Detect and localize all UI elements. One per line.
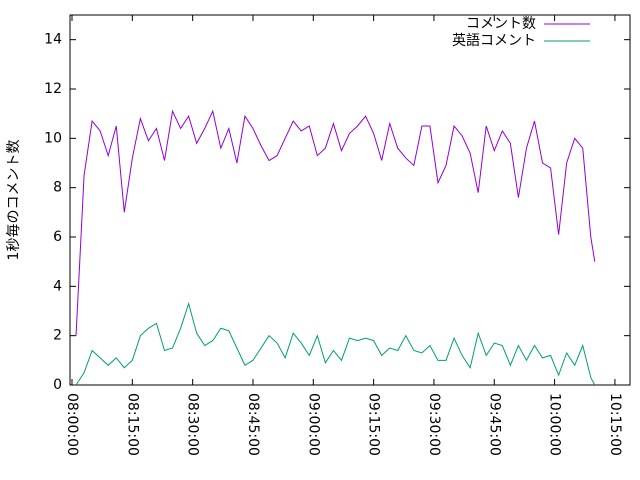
legend-label: コメント数 (466, 16, 536, 32)
y-tick-label: 6 (53, 229, 62, 245)
y-tick-label: 4 (53, 278, 62, 294)
y-tick-label: 12 (44, 81, 62, 97)
x-tick-label: 08:00:00 (64, 393, 80, 456)
series-line (75, 109, 596, 336)
y-tick-label: 10 (44, 130, 62, 146)
x-tick-label: 08:30:00 (185, 393, 201, 456)
y-tick-label: 8 (53, 180, 62, 196)
series-line (75, 301, 596, 386)
y-tick-label: 14 (44, 32, 62, 48)
x-tick-label: 10:15:00 (607, 393, 623, 456)
x-tick-label: 10:00:00 (547, 393, 563, 456)
y-tick-label: 0 (53, 377, 62, 393)
y-tick-label: 2 (53, 328, 62, 344)
plot-frame (69, 14, 631, 386)
x-tick-label: 08:15:00 (124, 393, 140, 456)
x-tick-label: 08:45:00 (245, 393, 261, 456)
x-tick-label: 09:45:00 (486, 393, 502, 456)
x-tick-label: 09:30:00 (426, 393, 442, 456)
legend-label: 英語コメント (452, 32, 536, 49)
y-axis-label: 1秒毎のコメント数 (6, 140, 22, 261)
x-tick-label: 09:15:00 (366, 393, 382, 456)
x-tick-label: 09:00:00 (305, 393, 321, 456)
